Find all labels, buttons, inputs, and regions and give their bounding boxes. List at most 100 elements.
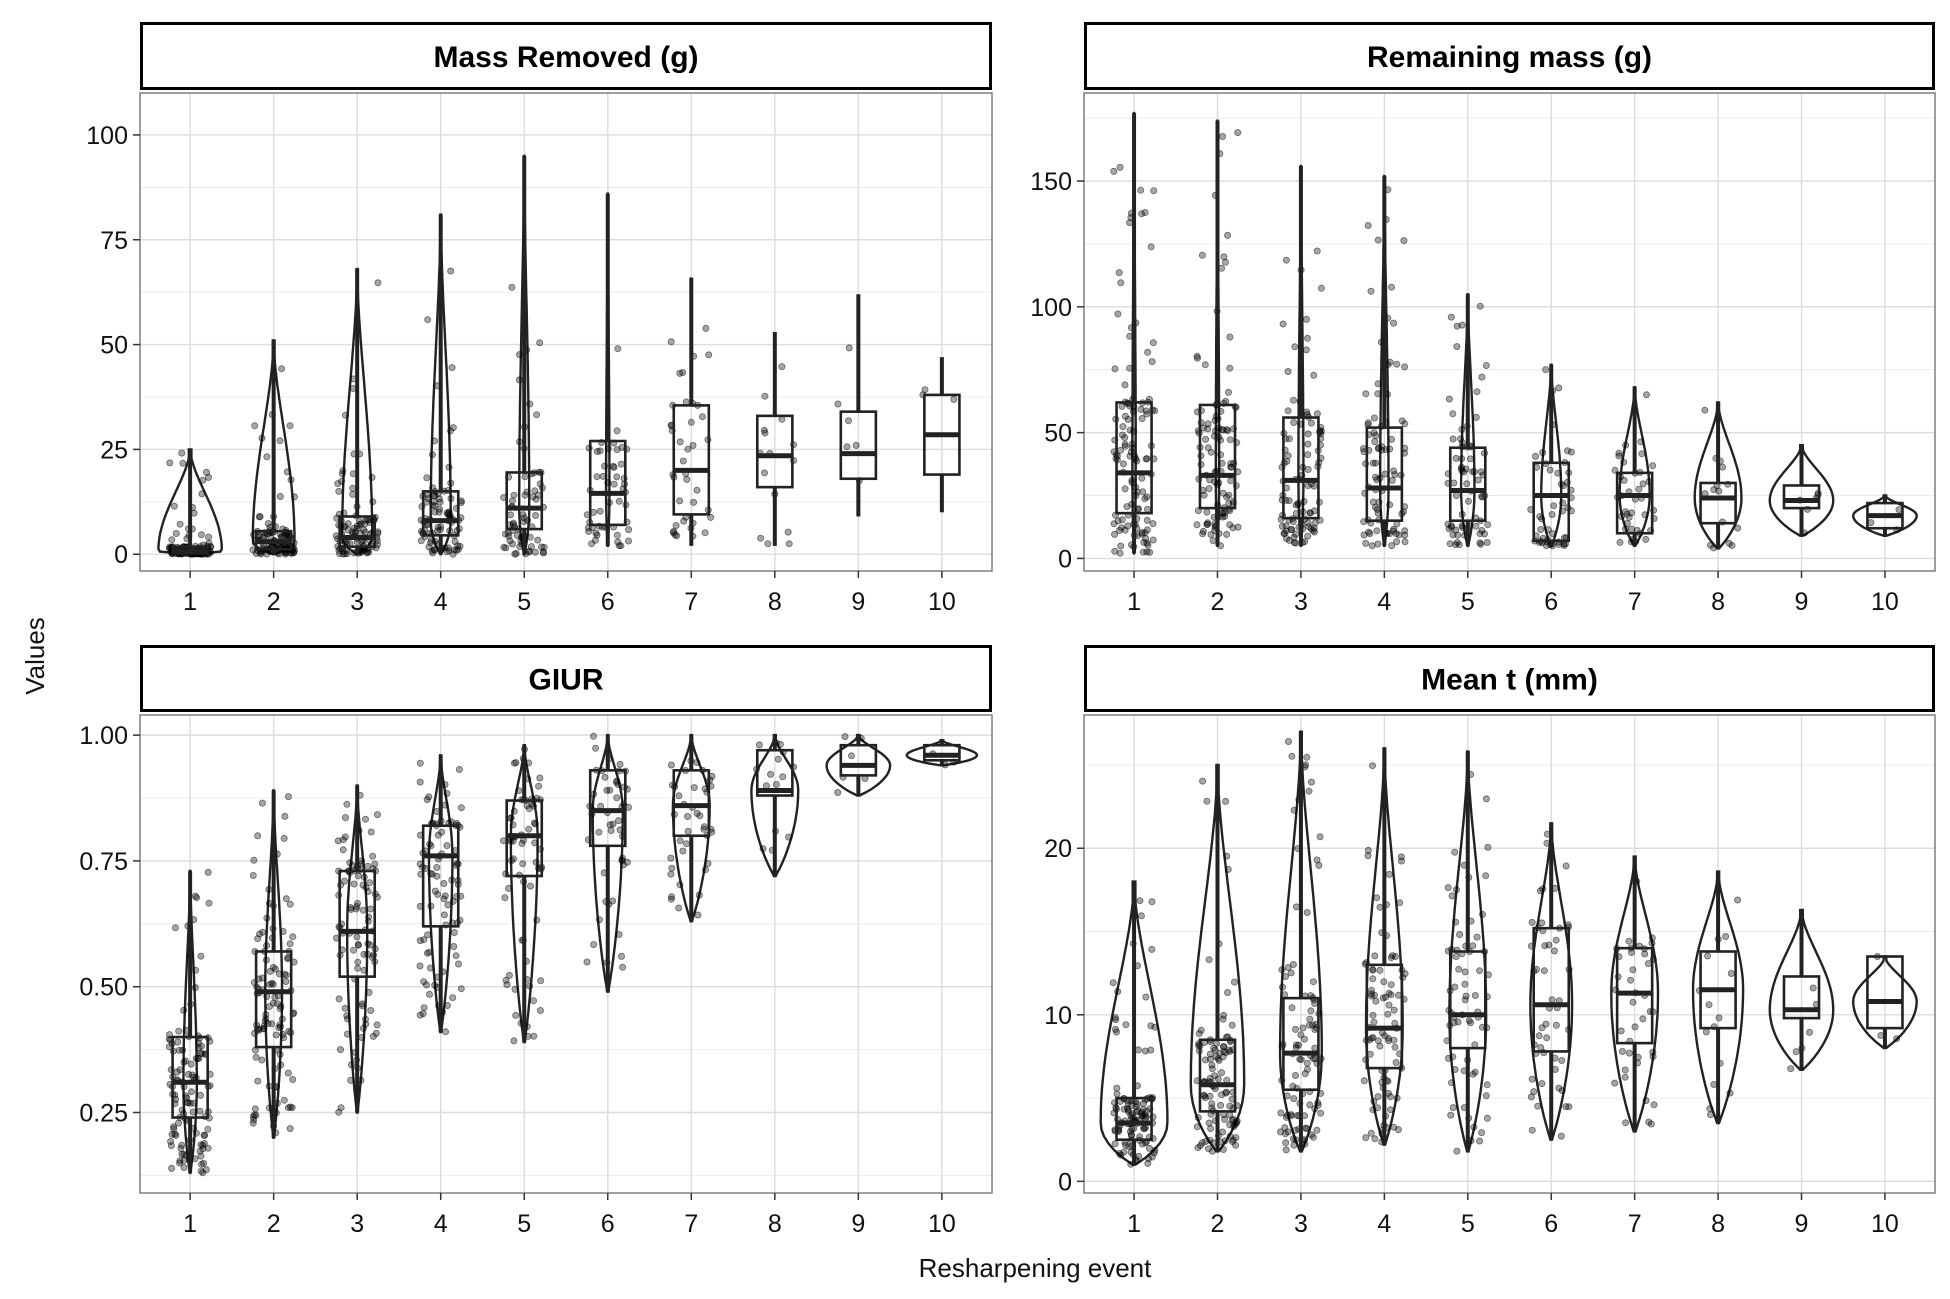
data-point xyxy=(525,825,533,833)
data-point xyxy=(1283,1111,1291,1119)
data-point xyxy=(204,868,212,876)
box-10 xyxy=(1866,955,1904,1049)
data-point xyxy=(1374,1104,1382,1112)
data-point xyxy=(1392,1059,1400,1067)
box-9 xyxy=(1782,445,1821,536)
data-point xyxy=(1545,941,1553,949)
data-point xyxy=(1787,1065,1795,1073)
data-point xyxy=(350,880,358,888)
data-point xyxy=(425,990,433,998)
box-iqr xyxy=(171,1035,209,1119)
data-point xyxy=(278,1015,286,1023)
data-point xyxy=(1639,1015,1647,1023)
data-point xyxy=(1376,1042,1384,1050)
box-8 xyxy=(1699,402,1737,549)
data-point xyxy=(282,978,290,986)
data-point xyxy=(197,531,205,539)
data-point xyxy=(1197,1026,1205,1034)
data-point xyxy=(1478,1129,1486,1137)
data-point xyxy=(683,840,691,848)
data-point xyxy=(1199,527,1207,535)
y-axis-title: Values xyxy=(20,617,50,695)
data-point xyxy=(612,778,620,786)
data-point xyxy=(684,827,692,835)
panel-strip xyxy=(140,645,992,712)
data-point xyxy=(1290,396,1298,404)
data-point xyxy=(1209,537,1217,545)
data-point xyxy=(261,1017,269,1025)
data-point xyxy=(1127,1131,1135,1139)
data-point xyxy=(1539,449,1547,457)
x-tick-label: 1 xyxy=(183,1210,197,1238)
box-3 xyxy=(338,269,377,555)
data-point xyxy=(265,1082,273,1090)
data-point xyxy=(1302,761,1310,769)
data-point xyxy=(1476,302,1484,310)
data-point xyxy=(1226,333,1234,341)
data-point xyxy=(1374,1093,1382,1101)
data-point xyxy=(1279,983,1287,991)
data-point xyxy=(583,958,591,966)
data-point xyxy=(1452,953,1460,961)
data-point xyxy=(1462,465,1470,473)
box-iqr xyxy=(421,490,460,537)
data-point xyxy=(1482,361,1490,369)
data-point xyxy=(1217,407,1225,415)
data-point xyxy=(443,842,451,850)
data-point xyxy=(1401,527,1409,535)
data-point xyxy=(424,931,432,939)
data-point xyxy=(845,417,853,425)
data-point xyxy=(615,931,623,939)
box-iqr xyxy=(1282,416,1320,520)
box-8 xyxy=(755,735,794,877)
data-point xyxy=(443,1002,451,1010)
data-point xyxy=(1543,1034,1551,1042)
data-point xyxy=(1362,539,1370,547)
data-point xyxy=(1385,1037,1393,1045)
box-iqr xyxy=(254,950,293,1049)
data-point xyxy=(1629,966,1637,974)
box-2 xyxy=(254,790,293,1138)
data-point xyxy=(762,782,770,790)
data-point xyxy=(442,1028,450,1036)
data-point xyxy=(339,467,347,475)
data-point xyxy=(374,279,382,287)
data-point xyxy=(180,1110,188,1118)
panel-title: Mean t (mm) xyxy=(1421,664,1598,697)
gridlines xyxy=(140,93,992,571)
data-point xyxy=(1472,522,1480,530)
data-point xyxy=(1644,960,1652,968)
data-point xyxy=(507,511,515,519)
box-1 xyxy=(171,449,209,555)
data-point xyxy=(1625,1049,1633,1057)
data-point xyxy=(178,1150,186,1158)
data-point xyxy=(1310,482,1318,490)
data-point xyxy=(1132,1098,1140,1106)
data-point xyxy=(1311,528,1319,536)
box-iqr xyxy=(1198,1038,1237,1113)
data-point xyxy=(625,537,633,545)
data-point xyxy=(450,943,458,951)
box-iqr xyxy=(1699,481,1737,525)
data-point xyxy=(672,522,680,530)
data-point xyxy=(534,536,542,544)
data-point xyxy=(1544,526,1552,534)
data-point xyxy=(426,539,434,547)
data-point xyxy=(1138,210,1146,218)
data-point xyxy=(1641,511,1649,519)
data-point xyxy=(1140,538,1148,546)
data-point xyxy=(1382,993,1390,1001)
data-point xyxy=(182,1094,190,1102)
data-point xyxy=(1388,435,1396,443)
data-point xyxy=(196,1107,204,1115)
data-point xyxy=(779,773,787,781)
data-point xyxy=(1207,448,1215,456)
data-point xyxy=(1303,753,1311,761)
box-iqr xyxy=(1365,426,1404,522)
data-point xyxy=(457,985,465,993)
data-point xyxy=(1476,1137,1484,1145)
x-tick-label: 8 xyxy=(1711,1210,1725,1238)
x-tick-label: 4 xyxy=(1377,1210,1391,1238)
data-point xyxy=(187,1088,195,1096)
x-tick-label: 10 xyxy=(1871,588,1899,616)
